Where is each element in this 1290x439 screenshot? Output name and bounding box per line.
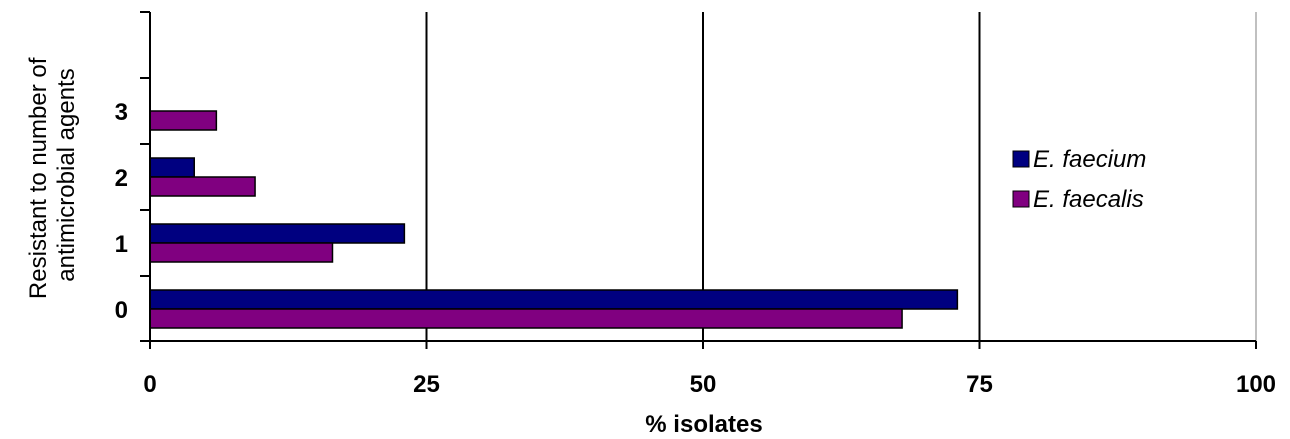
y-axis-title-line-1: Resistant to number of — [25, 57, 52, 299]
legend-swatch-e-faecalis — [1012, 190, 1030, 208]
legend-label-e-faecium: E. faecium — [1033, 146, 1146, 173]
axes — [140, 11, 1257, 349]
y-axis-title-line-2: antimicrobial agents — [53, 68, 80, 281]
x-tick-label-100: 100 — [1236, 371, 1276, 398]
bar-e-faecalis-cat-0 — [149, 308, 903, 329]
bar-e-faecalis-cat-2 — [149, 176, 256, 197]
legend: E. faecium E. faecalis — [1012, 146, 1146, 213]
y-tick-label-1: 1 — [115, 231, 128, 258]
tick-labels: 0 25 50 75 100 0 1 2 3 — [115, 99, 1276, 398]
x-tick-label-50: 50 — [690, 371, 717, 398]
x-tick-label-25: 25 — [413, 371, 440, 398]
gridlines — [425, 12, 1257, 341]
bar-e-faecalis-cat-1 — [149, 242, 334, 263]
bar-e-faecium-cat-2 — [149, 157, 195, 178]
x-axis-title: % isolates — [645, 411, 762, 438]
bar-e-faecium-cat-1 — [149, 223, 406, 244]
x-tick-label-75: 75 — [966, 371, 993, 398]
y-axis-title: Resistant to number of antimicrobial age… — [25, 51, 80, 299]
y-tick-label-2: 2 — [115, 165, 128, 192]
legend-label-e-faecalis: E. faecalis — [1033, 186, 1144, 213]
x-tick-label-0: 0 — [143, 371, 156, 398]
y-tick-label-0: 0 — [115, 297, 128, 324]
bars — [149, 110, 959, 329]
legend-swatch-e-faecium — [1012, 150, 1030, 168]
y-tick-label-3: 3 — [115, 99, 128, 126]
bar-e-faecalis-cat-3 — [149, 110, 218, 131]
bar-e-faecium-cat-0 — [149, 289, 959, 310]
